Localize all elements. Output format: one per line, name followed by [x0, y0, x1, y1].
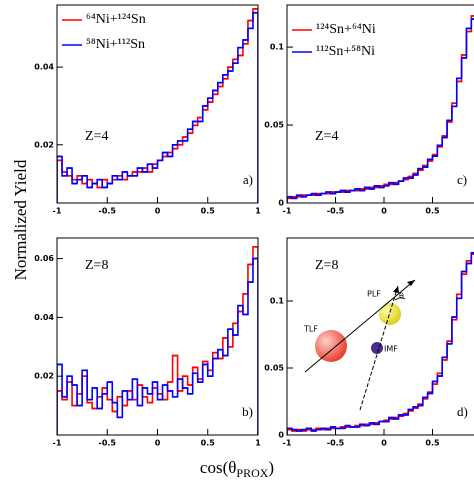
plot-area [57, 8, 258, 203]
x-label-end: ) [268, 458, 274, 477]
panel: -1 -0.5 0 0.5 1 0.02 0.04 0.06 Z=8 b) [34, 237, 261, 448]
x-tick-label: -0.5 [99, 439, 117, 448]
histogram-risers [287, 251, 474, 435]
frame [56, 4, 259, 204]
x-tick-label: 0.5 [201, 439, 216, 448]
panel-letter: d) [457, 404, 468, 419]
tlf-label: TLF [303, 325, 318, 334]
x-axis-label: cos(θPROX) [200, 458, 274, 480]
plf-circle [379, 303, 401, 325]
x-tick-label: -0.5 [327, 439, 345, 448]
arrow-head [407, 280, 415, 286]
panel-z-label: Z=8 [85, 258, 108, 273]
imf-label: IMF [384, 345, 398, 354]
tlf-circle [315, 330, 347, 362]
x-label-sub: PROX [236, 466, 268, 480]
histogram-risers [57, 11, 258, 203]
plf-label: PLF [367, 290, 381, 299]
histogram-risers [57, 257, 258, 435]
x-tick-label: 0.5 [425, 439, 440, 448]
panel-letter: a) [243, 172, 253, 187]
angle-label: θ [399, 292, 404, 301]
y-tick-label: 0.05 [264, 363, 284, 372]
x-tick-label: -1 [53, 207, 62, 216]
panel: -1 -0.5 0 0.5 0 0.05 0.1 Z=8 d) [264, 237, 474, 448]
histogram-risers [287, 253, 474, 435]
y-tick-label: 0.04 [34, 63, 54, 72]
panel-z-label: Z=4 [85, 129, 108, 144]
x-tick-label: -1 [53, 439, 62, 448]
x-tick-label: 1 [255, 439, 261, 448]
reaction-diagram: TLF PLF IMF θ [303, 279, 416, 411]
y-tick-label: 0.1 [270, 296, 285, 305]
y-tick-label: 0.04 [34, 313, 54, 322]
x-tick-label: -1 [283, 439, 292, 448]
x-label-main: cos(θ [200, 458, 236, 477]
x-tick-label: 0 [155, 439, 161, 448]
x-tick-label: -0.5 [99, 207, 117, 216]
y-tick-label: 0.1 [270, 43, 285, 52]
panel-letter: c) [457, 172, 467, 187]
x-tick-label: 0.5 [201, 207, 216, 216]
x-tick-label: 0 [381, 439, 387, 448]
panel: -1 -0.5 0 0.5 1 0.02 0.04 ⁶⁴Ni+¹²⁴Sn ⁵⁸Ni+¹¹²Sn Z… [34, 4, 261, 216]
y-axis-label: Normalized Yield [11, 159, 30, 280]
y-tick-label: 0 [278, 199, 284, 208]
arrow-head [393, 286, 399, 293]
x-tick-label: 1 [255, 207, 261, 216]
legend-label: ¹¹²Sn+⁵⁸Ni [316, 44, 375, 59]
y-tick-label: 0 [278, 431, 284, 440]
panel-letter: b) [242, 404, 253, 419]
histogram-risers [287, 15, 474, 203]
y-tick-label: 0.06 [34, 254, 54, 263]
panels: -1 -0.5 0 0.5 1 0.02 0.04 ⁶⁴Ni+¹²⁴Sn ⁵⁸Ni+¹¹²Sn Z… [34, 4, 474, 448]
plot-area [57, 246, 258, 435]
dashed-arrow [359, 285, 399, 411]
legend-label: ⁶⁴Ni+¹²⁴Sn [86, 12, 146, 27]
arrow [304, 279, 416, 373]
x-tick-label: -1 [283, 207, 292, 216]
panel-z-label: Z=8 [315, 258, 338, 273]
x-tick-label: -0.5 [327, 207, 345, 216]
panel: -1 -0.5 0 0.5 0 0.05 0.1 ¹²⁴Sn+⁶⁴Ni ¹¹²Sn+⁵⁸Ni Z=… [264, 4, 474, 216]
imf-circle [371, 342, 383, 354]
y-tick-label: 0.02 [34, 140, 54, 149]
x-tick-label: 0 [155, 207, 161, 216]
x-tick-label: 0.5 [425, 207, 440, 216]
x-tick-label: 0 [381, 207, 387, 216]
panel-z-label: Z=4 [315, 129, 338, 144]
legend-label: ¹²⁴Sn+⁶⁴Ni [316, 22, 376, 37]
plot-area [287, 251, 474, 435]
plot-area [287, 15, 474, 203]
y-tick-label: 0.05 [264, 121, 284, 130]
y-tick-label: 0.02 [34, 372, 54, 381]
legend-label: ⁵⁸Ni+¹¹²Sn [86, 37, 145, 52]
angle-arc [394, 297, 406, 301]
histogram-risers [287, 18, 474, 203]
